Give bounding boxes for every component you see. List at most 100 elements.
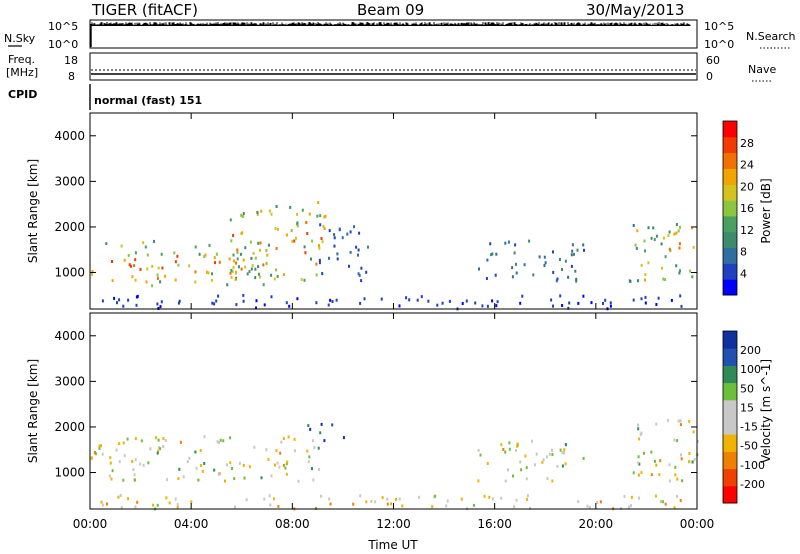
echo-cell [328,229,331,233]
nave-tick-bottom: 0 [706,70,713,83]
echo-cell [203,435,206,439]
echo-cell [322,224,325,228]
echo-cell [111,260,113,263]
x-tick-label: 04:00 [174,517,209,531]
echo-cell [495,304,498,308]
echo-cell [586,504,589,508]
echo-cell [571,249,574,253]
echo-cell [336,257,339,261]
cpid-label: CPID [8,88,37,101]
echo-cell [241,231,244,235]
echo-cell [338,227,341,231]
echo-cell [224,479,226,483]
echo-cell [136,500,139,504]
colorbar-segment [723,365,737,384]
echo-cell [115,448,118,452]
echo-cell [279,451,282,455]
echo-cell [571,243,574,247]
echo-cell [486,304,489,308]
echo-cell [567,306,570,310]
colorbar-tick-label: 16 [740,202,754,215]
echo-cell [508,447,511,451]
colorbar-segment [723,152,737,169]
echo-cell [380,297,383,301]
echo-cell [640,264,643,267]
echo-cell [670,298,673,302]
echo-cell [213,468,216,472]
echo-cell [122,441,125,445]
freq-tick-top: 18 [64,54,78,67]
echo-cell [275,268,278,272]
echo-cell [178,467,181,471]
echo-cell [390,502,393,506]
echo-cell [691,460,694,464]
echo-cell [134,278,137,282]
echo-cell [674,465,677,469]
echo-cell [265,261,268,265]
echo-cell [195,466,198,470]
echo-cell [329,502,332,506]
colorbar-tick-label: 20 [740,180,754,193]
echo-cell [199,449,202,452]
echo-cell [308,455,311,459]
echo-cell [659,459,662,463]
echo-cell [640,431,643,435]
echo-cell [100,500,103,504]
velocity-echo-layer [90,419,699,511]
echo-cell [552,270,555,274]
echo-cell [636,229,639,233]
echo-cell [134,458,137,462]
colorbar-tick-label: 8 [740,246,747,259]
echo-cell [679,225,681,229]
echo-cell [139,267,142,271]
echo-cell [321,272,324,276]
echo-cell [113,296,116,300]
echo-cell [313,446,316,450]
echo-cell [231,467,233,470]
velocity-ylabel: Slant Range [km] [26,359,40,463]
echo-cell [632,471,635,475]
colorbar-frame [722,120,738,296]
echo-cell [306,232,309,235]
echo-cell [461,302,464,305]
echo-cell [273,497,276,501]
echo-cell [194,450,197,454]
echo-cell [623,494,626,498]
echo-cell [203,255,206,259]
echo-cell [159,280,162,284]
echo-cell [559,294,562,298]
echo-cell [481,304,484,308]
x-tick-label: 00:00 [73,517,108,531]
echo-cell [538,255,541,259]
echo-cell [242,212,245,216]
echo-cell [213,256,216,260]
echo-cell [240,267,243,271]
echo-cell [661,266,663,270]
echo-cell [335,298,338,302]
velocity-colorbar-label: Velocity [m s^-1] [759,359,773,463]
echo-cell [574,269,577,273]
x-tick-labels: 00:00 04:00 08:00 12:00 16:00 20:00 00:00 [73,517,715,531]
colorbar-tick-label: 100 [740,363,761,376]
velocity-axes: 1000 2000 3000 4000 [54,313,698,509]
nsky-label: N.Sky [4,32,36,45]
echo-cell [312,478,315,482]
echo-cell [165,478,168,482]
echo-cell [644,295,647,299]
echo-cell [228,257,231,261]
echo-cell [650,473,653,477]
echo-cell [127,497,129,501]
echo-cell [270,212,273,216]
echo-cell [303,278,306,282]
echo-cell [243,476,246,480]
echo-cell [551,479,554,483]
echo-cell [146,267,149,271]
echo-cell [677,419,680,423]
echo-cell [301,208,304,212]
y-tick-label: 4000 [54,129,85,143]
echo-cell [159,447,162,451]
echo-cell [692,245,695,249]
echo-cell [315,506,317,510]
echo-cell [226,283,229,287]
echo-cell [512,474,514,478]
